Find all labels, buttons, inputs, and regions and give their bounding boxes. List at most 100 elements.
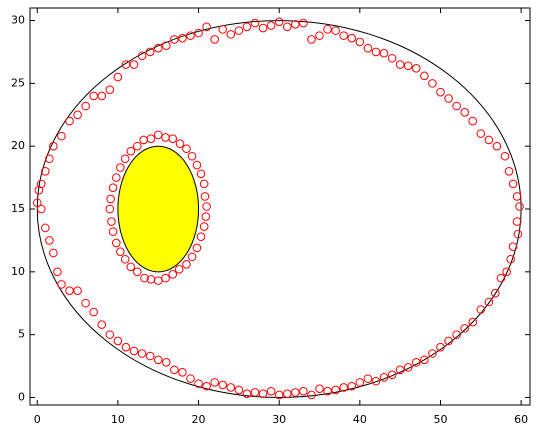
y-tick-label: 15: [11, 202, 25, 215]
point: [307, 390, 316, 400]
point: [512, 217, 522, 226]
point: [161, 41, 171, 50]
point: [218, 380, 228, 390]
point: [120, 154, 130, 164]
point: [476, 305, 486, 314]
x-tick-label: 60: [514, 413, 528, 426]
point: [137, 51, 147, 61]
point: [153, 355, 163, 365]
plot-frame: [29, 7, 531, 406]
point: [508, 179, 518, 189]
point: [105, 204, 115, 214]
point: [89, 307, 99, 317]
point: [65, 286, 74, 295]
point: [502, 267, 511, 277]
point: [403, 61, 413, 71]
point: [444, 94, 453, 103]
point: [105, 330, 115, 339]
point: [140, 273, 149, 283]
point: [331, 26, 340, 35]
point: [274, 390, 284, 400]
point: [226, 383, 236, 392]
point: [57, 280, 66, 289]
point: [218, 25, 228, 34]
point: [420, 71, 429, 81]
point: [116, 163, 125, 172]
point: [120, 254, 130, 264]
point: [387, 370, 397, 380]
point: [153, 43, 163, 53]
point: [484, 297, 494, 307]
point: [126, 262, 136, 272]
point: [186, 31, 195, 40]
point: [355, 37, 365, 47]
point: [468, 116, 478, 126]
point: [187, 151, 197, 161]
point: [355, 378, 365, 387]
point: [126, 146, 136, 156]
point: [250, 388, 260, 397]
point: [192, 243, 202, 253]
point: [291, 20, 300, 29]
point: [111, 238, 121, 248]
point: [436, 342, 445, 352]
point: [97, 320, 107, 329]
point: [194, 28, 203, 38]
point: [49, 141, 58, 151]
point: [258, 23, 268, 33]
point: [174, 265, 184, 274]
point: [420, 355, 429, 365]
point: [484, 135, 494, 145]
point: [145, 47, 155, 57]
point: [323, 386, 332, 396]
point: [508, 242, 518, 252]
point: [192, 160, 202, 170]
point: [226, 30, 236, 39]
point: [363, 374, 373, 383]
point: [513, 229, 523, 239]
point: [506, 254, 515, 264]
point: [108, 227, 118, 236]
point: [81, 101, 90, 111]
point: [139, 135, 149, 145]
point: [504, 167, 514, 176]
point: [187, 252, 197, 262]
point: [199, 222, 209, 231]
point: [132, 141, 142, 151]
point: [34, 185, 44, 195]
point: [291, 388, 300, 397]
point: [339, 383, 349, 392]
point: [170, 35, 179, 44]
point: [428, 79, 437, 88]
point: [299, 18, 308, 28]
point: [178, 33, 187, 43]
point: [496, 273, 506, 283]
point: [201, 212, 211, 221]
point: [45, 154, 54, 164]
point: [202, 381, 211, 391]
y-tick-label: 10: [11, 265, 25, 278]
point: [452, 101, 461, 111]
point: [371, 47, 381, 57]
point: [460, 107, 469, 117]
y-tick-label: 30: [11, 14, 25, 27]
x-tick-label: 20: [192, 413, 206, 426]
point: [36, 179, 46, 189]
point: [170, 365, 179, 375]
point: [500, 151, 510, 161]
point: [175, 139, 185, 148]
point: [45, 236, 54, 245]
point: [89, 91, 99, 101]
point: [113, 72, 123, 82]
point: [266, 21, 276, 30]
point: [53, 267, 62, 277]
point: [210, 378, 219, 387]
point: [379, 48, 389, 58]
point: [411, 357, 421, 367]
y-tick-label: 5: [18, 328, 25, 341]
point: [137, 349, 147, 358]
point: [299, 386, 308, 396]
point: [315, 31, 324, 40]
point: [105, 85, 115, 94]
